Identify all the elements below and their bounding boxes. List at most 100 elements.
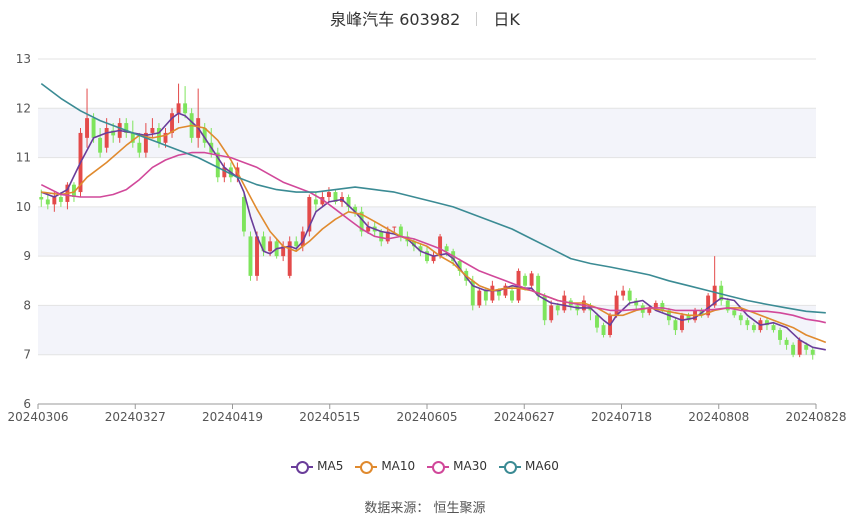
candle-body (39, 197, 44, 200)
candle-body (248, 236, 253, 276)
candle-body (326, 192, 331, 197)
candle-body (346, 197, 351, 207)
candle-body (784, 339, 789, 345)
candle-body (549, 305, 554, 321)
candle-body (791, 344, 796, 355)
candle-body (104, 128, 109, 148)
candle-body (150, 128, 155, 133)
candle-body (745, 320, 750, 326)
ma30-line (40, 151, 826, 324)
candle-body (202, 128, 207, 143)
candle-body (719, 285, 724, 301)
candle-body (241, 197, 246, 232)
candle-body (438, 236, 443, 257)
y-tick-label: 7 (23, 348, 31, 362)
candle-body (470, 280, 475, 306)
y-tick-label: 8 (23, 298, 31, 312)
candle-body (385, 231, 390, 242)
grid-band (38, 305, 816, 355)
period-label: 日K (493, 10, 520, 29)
candle-body (536, 275, 541, 296)
candle-body (379, 231, 384, 242)
title-separator (476, 12, 478, 26)
candle-body (300, 231, 305, 247)
x-tick-label: 20240515 (299, 410, 360, 424)
candle-body (680, 315, 684, 331)
x-tick-label: 20240327 (105, 410, 166, 424)
candle-body (810, 349, 815, 355)
x-tick-label: 20240718 (591, 410, 652, 424)
data-source: 数据来源： 恒生聚源 (364, 501, 486, 516)
candle-body (490, 285, 495, 301)
candle-body (621, 290, 626, 296)
candle-body (653, 302, 658, 308)
candle-body (732, 310, 737, 316)
candle-body (156, 128, 161, 143)
candle-body (601, 325, 606, 335)
candle-body (268, 241, 273, 252)
candle-body (281, 246, 286, 257)
candle-body (496, 290, 501, 296)
candle-body (170, 113, 174, 133)
candle-body (176, 103, 181, 114)
legend-item-ma10[interactable]: MA10 (355, 459, 415, 474)
candle-body (313, 199, 318, 205)
candle-body (222, 167, 227, 178)
candle-body (111, 130, 116, 136)
candle-body (52, 197, 57, 205)
chart-title: 泉峰汽车 603982 日K (0, 6, 850, 30)
legend-label: MA30 (453, 459, 488, 474)
candle-body (320, 197, 325, 205)
candle-body (647, 307, 652, 313)
candle-body (529, 273, 534, 286)
candle-body (255, 236, 259, 276)
candle-body (215, 152, 220, 178)
legend-item-ma30[interactable]: MA30 (427, 459, 487, 474)
legend-item-ma5[interactable]: MA5 (291, 459, 343, 474)
legend-swatch (291, 460, 314, 474)
candle-body (333, 192, 338, 202)
candle-body (392, 226, 397, 228)
candle-body (778, 330, 783, 340)
candle-body (503, 285, 508, 296)
candle-body (58, 197, 63, 202)
candle-body (477, 290, 482, 306)
candle-body (725, 300, 730, 311)
ma60-line (40, 82, 826, 314)
legend-label: MA10 (381, 459, 416, 474)
candle-body (797, 339, 802, 355)
grid-band (38, 108, 816, 158)
candle-body (85, 118, 89, 138)
candle-body (457, 261, 462, 271)
candle-body (751, 325, 756, 331)
candle-body (359, 211, 364, 232)
candle-body (294, 241, 299, 247)
candle-body (738, 315, 743, 321)
candle-body (483, 290, 488, 301)
y-tick-label: 12 (16, 101, 31, 115)
legend-label: MA60 (525, 459, 559, 474)
candle-body (660, 302, 665, 311)
candle-body (71, 184, 76, 197)
ma10-line (41, 124, 827, 344)
x-tick-label: 20240306 (7, 410, 68, 424)
ma5-line (41, 112, 826, 351)
legend-label: MA5 (317, 459, 344, 474)
candle-body (614, 295, 619, 316)
candle-body (261, 236, 266, 252)
y-tick-label: 11 (16, 151, 31, 165)
y-tick-label: 10 (16, 200, 31, 214)
legend-item-ma60[interactable]: MA60 (499, 459, 559, 474)
candle-body (307, 197, 312, 232)
candle-body (418, 246, 423, 252)
candle-body (555, 305, 560, 311)
candle-body (712, 285, 717, 306)
candle-body (595, 315, 599, 328)
candle-body (411, 241, 416, 247)
y-tick-label: 6 (23, 397, 31, 411)
candle-body (686, 315, 691, 321)
candle-body (425, 251, 429, 262)
candle-body (163, 132, 168, 143)
y-tick-label: 13 (16, 52, 31, 66)
candle-body (398, 226, 403, 237)
